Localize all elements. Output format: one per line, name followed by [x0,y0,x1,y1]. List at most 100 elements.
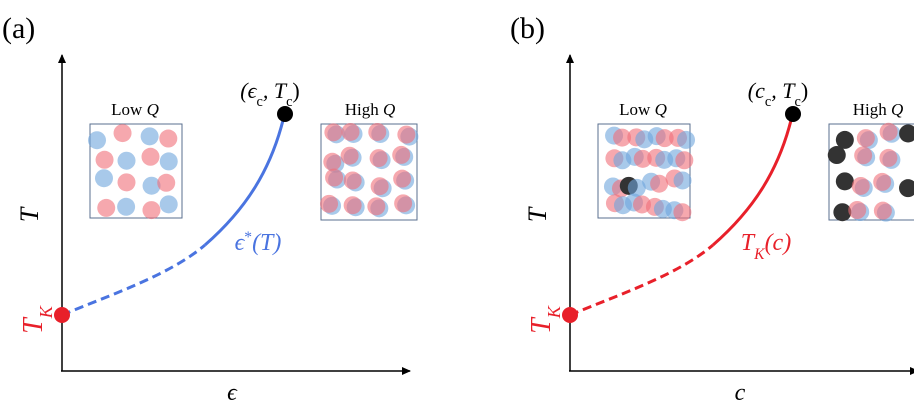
curve-label-part: ϵ [235,230,246,256]
particle [848,201,867,220]
inset-label: High Q [345,100,396,119]
particle [873,172,892,191]
inset-label-part: Low [111,100,146,119]
particle [370,177,389,196]
particle [140,127,159,146]
point-label-part: , T [263,78,288,103]
tk-label-part: K [36,305,56,319]
panel-label: (b) [510,12,545,45]
particle [833,203,852,222]
particle [677,130,696,149]
particle [835,172,854,191]
inset-label-part: Q [891,100,903,119]
point-label: (cc, Tc) [748,78,808,110]
curve-label-part: T [741,230,756,256]
curve-label: TK(c) [741,230,791,263]
curve-solid [204,111,287,247]
particle [673,171,692,190]
tk-point [562,307,578,323]
curve-label: ϵ*(T) [235,229,282,257]
particle [97,198,116,217]
particle [854,146,873,165]
particle [117,197,136,216]
particle [899,179,914,198]
curve-label-part: K [753,246,766,263]
particle [827,146,846,165]
curve-label-part: * [244,229,252,246]
inset-label-part: Q [655,100,667,119]
tk-label-part: T [526,316,557,334]
y-axis-label: T [15,206,44,222]
particle [655,129,674,148]
point-label-part: (c [748,78,765,103]
particle [323,152,342,171]
particle [392,145,411,164]
particle [879,122,898,141]
particle [343,196,362,215]
particle [879,148,898,167]
point-label-part: ) [292,78,299,103]
inset-label: Low Q [619,100,667,119]
particle [117,173,136,192]
particle [157,173,176,192]
particle [368,122,387,141]
particle [159,195,178,214]
inset-label: Low Q [111,100,159,119]
curve-solid [712,111,795,247]
curve-label-part: (T) [252,230,281,256]
particle [675,151,694,170]
particle [88,131,107,150]
inset-label-part: High [853,100,891,119]
particle [343,171,362,190]
curve-label-part: (c) [765,230,792,256]
point-label-part: ) [801,78,808,103]
critical-point [785,106,801,122]
particle [113,124,132,143]
particle [899,124,914,143]
x-axis-label: c [735,380,746,406]
inset-label-part: Q [383,100,395,119]
particle [835,130,854,149]
tk-label: TK [18,305,56,334]
particle [851,176,870,195]
particle [393,169,412,188]
point-label-part: c [765,94,771,110]
particle [650,174,669,193]
tk-label: TK [526,305,564,334]
particle [159,152,178,171]
particle [341,122,360,141]
critical-point [277,106,293,122]
particle [94,169,113,188]
y-axis-label: T [523,206,552,222]
particle [633,149,652,168]
tk-label-part: T [18,316,49,334]
particle [627,178,646,197]
point-label-part: , T [771,78,796,103]
curve-dashed [61,243,206,317]
particle [325,168,344,187]
particle [394,194,413,213]
point-label-part: c [795,94,801,110]
particle [324,123,343,142]
point-label-part: c [256,94,262,110]
tk-point [54,307,70,323]
curve-dashed [569,243,714,317]
particle [142,201,161,220]
particle [673,203,692,222]
inset-label-part: Q [147,100,159,119]
inset-label: High Q [853,100,904,119]
particle [367,197,386,216]
particle [369,149,388,168]
point-label-part: (ϵ [240,78,257,103]
panel-label: (a) [2,12,35,45]
inset-label-part: High [345,100,383,119]
particle [159,129,178,148]
tk-label-part: K [544,305,564,319]
particle [320,194,339,213]
particle [340,146,359,165]
particle [95,150,114,169]
particle [873,201,892,220]
particle [613,128,632,147]
x-axis-label: ϵ [227,380,238,406]
